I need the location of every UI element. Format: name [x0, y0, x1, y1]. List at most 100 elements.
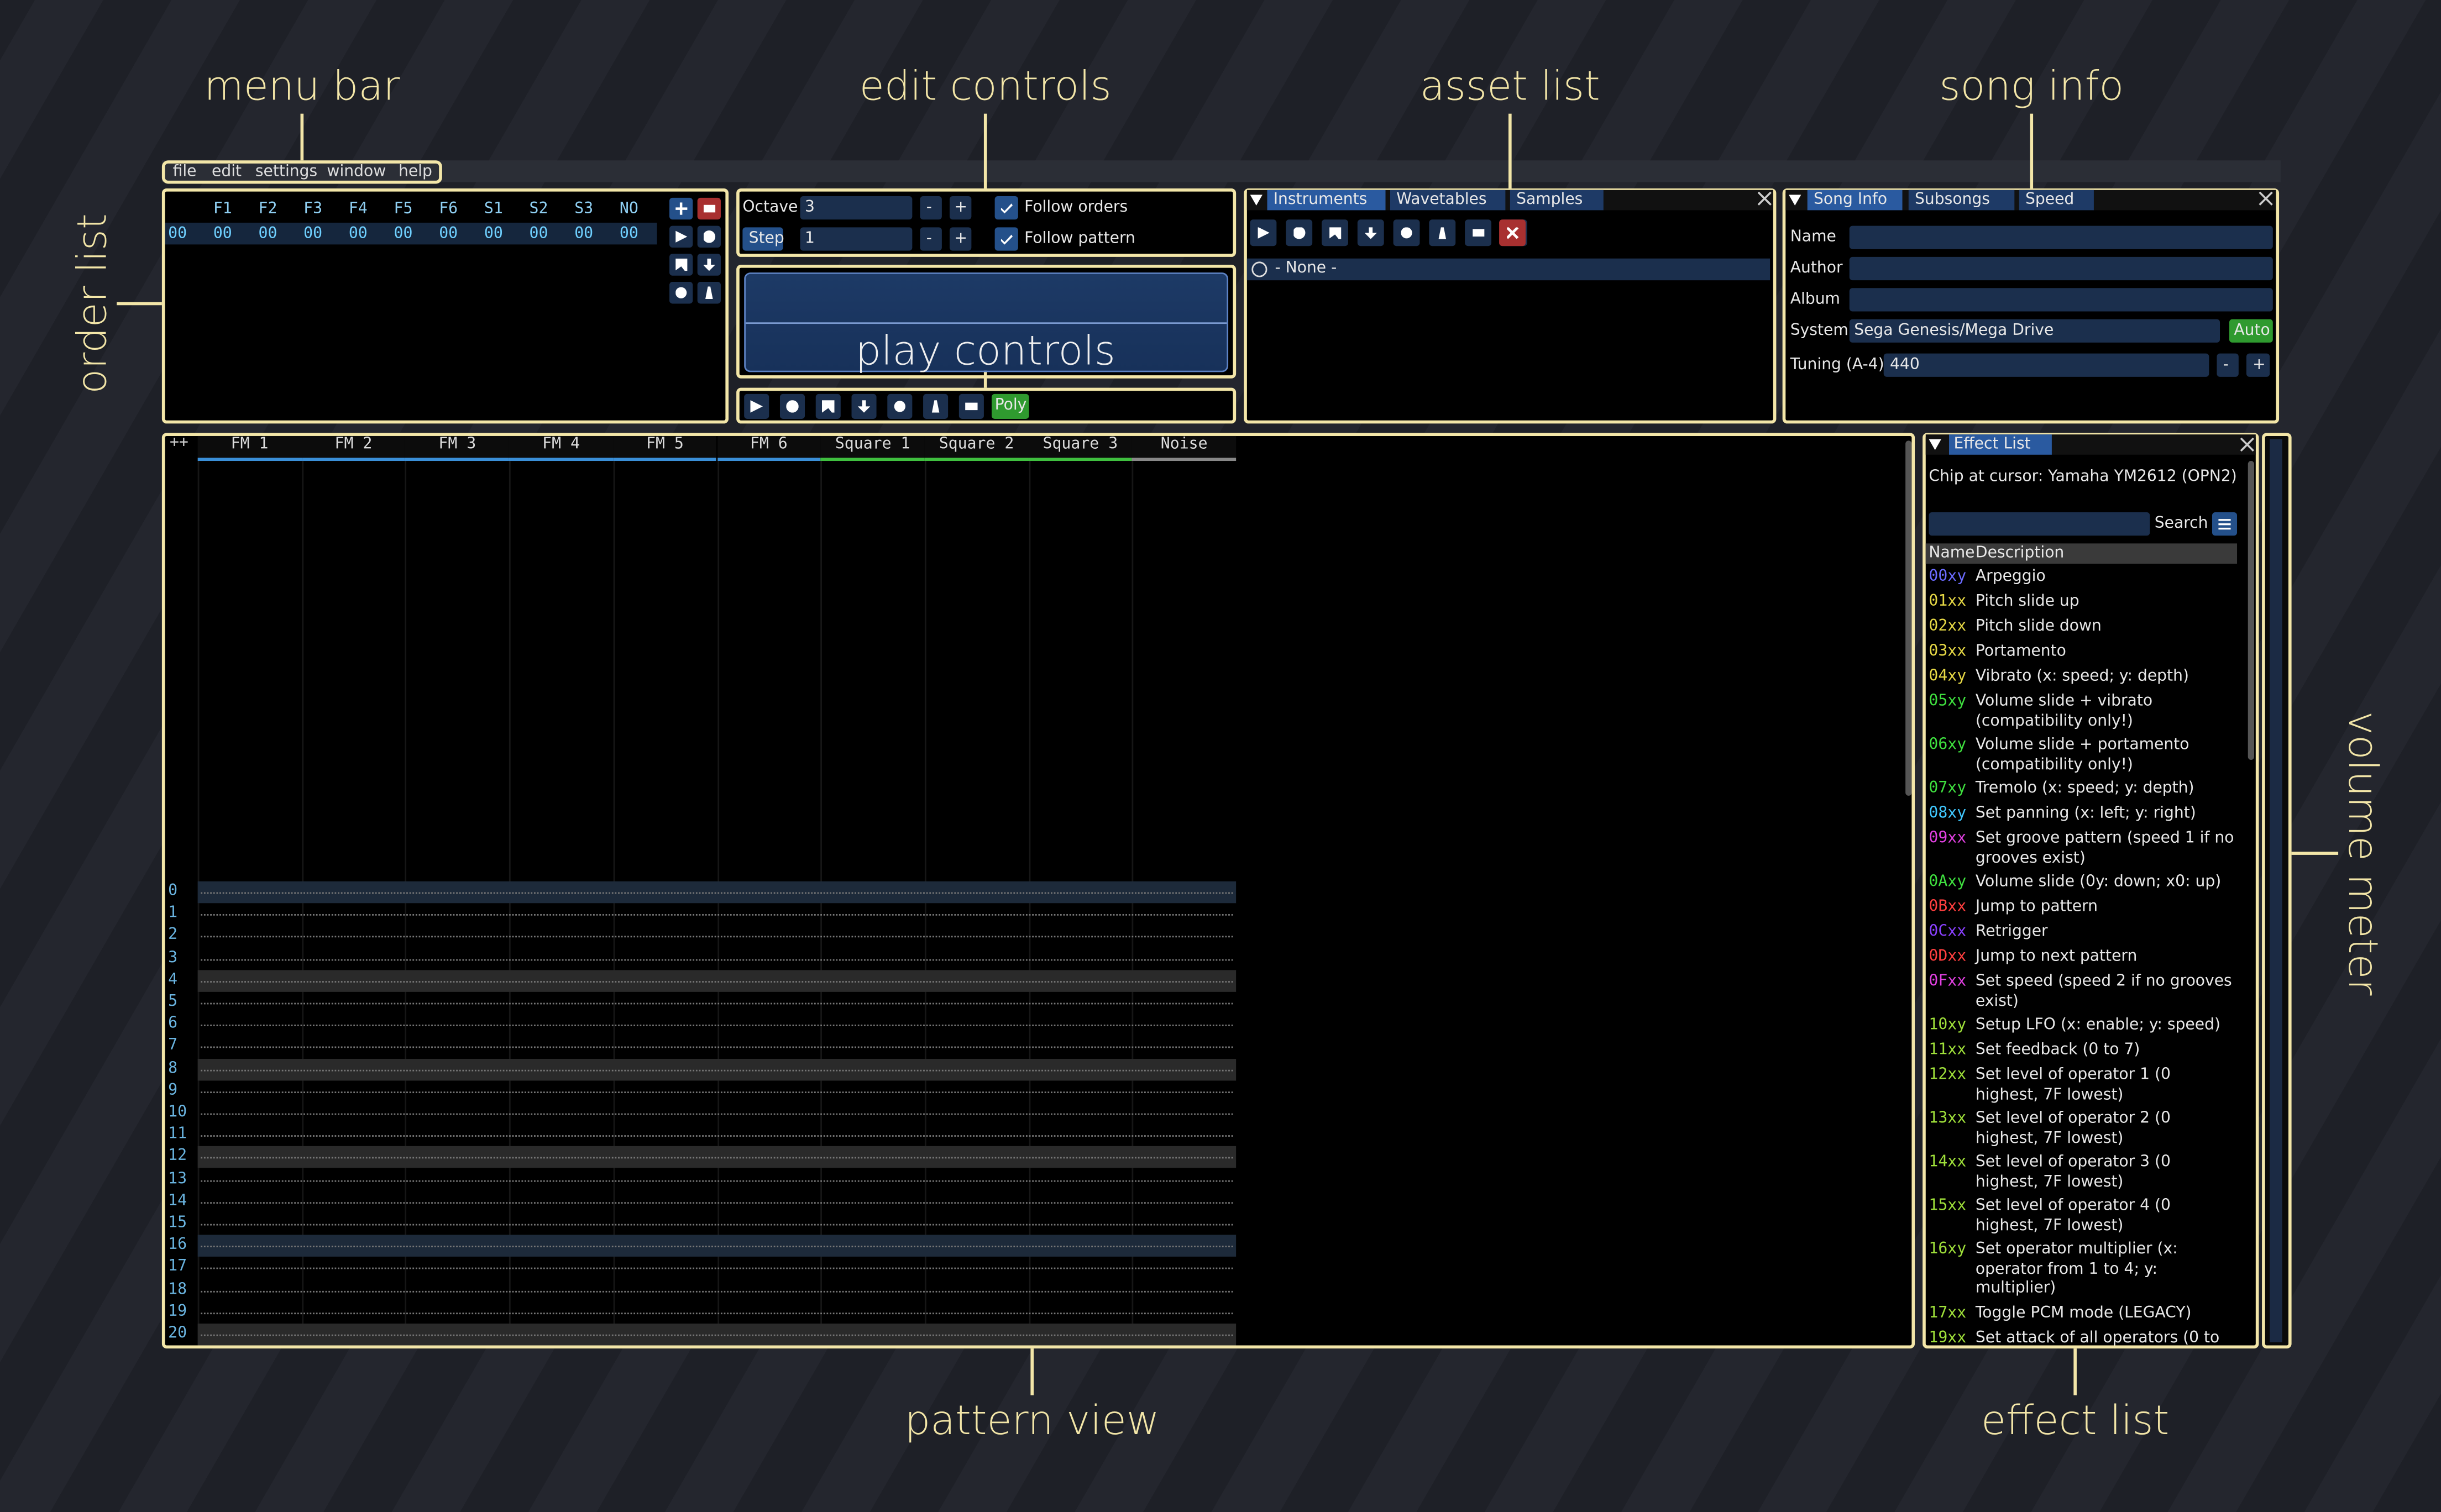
row-number: 0 — [168, 883, 178, 900]
plus-button[interactable] — [949, 196, 972, 220]
channel-header[interactable] — [1132, 435, 1237, 460]
empty-cells — [201, 1135, 1233, 1137]
minus-button[interactable] — [920, 227, 942, 251]
order-value[interactable]: 00 — [394, 225, 413, 243]
effect-row[interactable]: 17xx Toggle PCM mode (LEGACY) — [1929, 1305, 2240, 1324]
menu-item[interactable]: file — [172, 163, 197, 181]
tuning-input[interactable] — [1883, 353, 2209, 377]
order-value[interactable]: 00 — [213, 225, 232, 243]
effect-code: 19xx — [1929, 1330, 1967, 1346]
channel-header[interactable] — [613, 435, 717, 460]
poly-button[interactable] — [991, 393, 1029, 419]
effect-row[interactable]: 0Fxx Set speed (speed 2 if no grooves exi… — [1929, 973, 2240, 1012]
effect-row[interactable]: 0Cxx Retrigger — [1929, 923, 2240, 943]
tab[interactable] — [1908, 190, 2015, 211]
menu-item[interactable]: edit — [212, 163, 242, 181]
effect-row[interactable]: 14xx Set level of operator 3 (0 highest, … — [1929, 1154, 2240, 1193]
row-number: 11 — [168, 1126, 187, 1143]
effect-row[interactable]: 09xx Set groove pattern (speed 1 if no gr… — [1929, 830, 2240, 869]
plus-button[interactable] — [2246, 353, 2270, 377]
asset-row[interactable] — [1246, 258, 1770, 281]
effect-row[interactable]: 16xy Set operator multiplier (x: operator… — [1929, 1241, 2240, 1300]
corner-button[interactable]: ++ — [169, 434, 188, 452]
order-value[interactable]: 00 — [574, 225, 594, 243]
effect-row[interactable]: 0Axy Volume slide (0y: down; x0: up) — [1929, 874, 2240, 893]
order-value[interactable]: 00 — [484, 225, 503, 243]
field-input[interactable] — [1849, 225, 2273, 249]
tab[interactable] — [1390, 190, 1506, 211]
order-value[interactable]: 00 — [303, 225, 323, 243]
effect-row[interactable]: 0Dxx Jump to next pattern — [1929, 948, 2240, 968]
tab-label: Wavetables — [1396, 191, 1487, 209]
effect-row[interactable]: 11xx Set feedback (0 to 7) — [1929, 1042, 2240, 1061]
icon-glyph — [786, 400, 799, 413]
channel-header[interactable] — [924, 435, 1029, 460]
effect-row[interactable]: 01xx Pitch slide up — [1929, 594, 2240, 613]
effect-row[interactable]: 06xy Volume slide + portamento (compatibi… — [1929, 737, 2240, 776]
tab-label: Samples — [1516, 191, 1583, 209]
effect-code: 17xx — [1929, 1305, 1967, 1322]
effect-row[interactable]: 04xy Vibrato (x: speed; y: depth) — [1929, 668, 2240, 687]
empty-cells — [201, 1025, 1233, 1027]
effect-row[interactable]: 19xx Set attack of all operators (0 to 1F… — [1929, 1330, 2240, 1345]
channel-header[interactable] — [301, 435, 406, 460]
effect-row[interactable]: 08xy Set panning (x: left; y: right) — [1929, 805, 2240, 825]
row-number: 20 — [168, 1325, 187, 1342]
order-value[interactable]: 00 — [168, 225, 187, 243]
channel-header[interactable] — [405, 435, 510, 460]
icon-glyph — [674, 258, 688, 271]
minus-button[interactable] — [2217, 353, 2239, 377]
order-value[interactable]: 00 — [619, 225, 638, 243]
effect-row[interactable]: 12xx Set level of operator 1 (0 highest, … — [1929, 1067, 2240, 1106]
minus-button[interactable] — [920, 196, 942, 220]
effect-row[interactable]: 00xy Arpeggio — [1929, 568, 2240, 587]
effect-row[interactable]: 05xy Volume slide + vibrato (compatibilit… — [1929, 693, 2240, 732]
auto-button[interactable] — [2229, 319, 2273, 343]
effect-row[interactable]: 07xy Tremolo (x: speed; y: depth) — [1929, 780, 2240, 800]
field-input[interactable] — [1849, 288, 2273, 312]
menu-item[interactable]: settings — [255, 163, 318, 181]
channel-header[interactable] — [509, 435, 614, 460]
order-channel: S1 — [484, 201, 503, 218]
effect-code: 04xy — [1929, 668, 1967, 685]
tab[interactable] — [2019, 190, 2094, 211]
tab[interactable] — [1807, 190, 1903, 211]
icon-button[interactable] — [994, 196, 1018, 220]
icon-glyph — [703, 204, 716, 213]
order-value[interactable]: 00 — [348, 225, 368, 243]
channel-header[interactable] — [1028, 435, 1133, 460]
step-input[interactable] — [800, 227, 913, 251]
effect-desc: Retrigger — [1975, 923, 2048, 941]
order-value[interactable]: 00 — [529, 225, 548, 243]
empty-cells — [201, 936, 1233, 938]
effect-row[interactable]: 15xx Set level of operator 4 (0 highest, … — [1929, 1198, 2240, 1237]
tab[interactable] — [1949, 434, 2052, 455]
play-buttons-panel — [736, 387, 1237, 424]
menu-item[interactable]: help — [398, 163, 432, 181]
channel-header[interactable] — [820, 435, 925, 460]
channel-underline — [1132, 458, 1237, 461]
header-name: Name — [1929, 545, 1975, 563]
channel-header[interactable] — [197, 435, 302, 460]
step-button[interactable] — [742, 227, 783, 251]
effect-row[interactable]: 0Bxx Jump to pattern — [1929, 899, 2240, 918]
tab[interactable] — [1510, 190, 1604, 211]
channel-header[interactable] — [716, 435, 821, 460]
effect-row[interactable]: 10xy Setup LFO (x: enable; y: speed) — [1929, 1017, 2240, 1036]
effect-row[interactable]: 13xx Set level of operator 2 (0 highest, … — [1929, 1110, 2240, 1149]
order-value[interactable]: 00 — [258, 225, 277, 243]
field-input[interactable] — [1849, 256, 2273, 281]
minus-label: - — [2223, 356, 2229, 374]
effect-code: 0Bxx — [1929, 898, 1967, 916]
effect-row[interactable]: 03xx Portamento — [1929, 643, 2240, 663]
search-input[interactable] — [1929, 512, 2150, 536]
system-input[interactable] — [1849, 319, 2220, 343]
icon-button[interactable] — [994, 227, 1018, 251]
plus-button[interactable] — [949, 227, 972, 251]
channel-underline — [716, 458, 821, 461]
tab[interactable] — [1267, 190, 1386, 211]
octave-input[interactable] — [800, 196, 913, 220]
order-value[interactable]: 00 — [439, 225, 458, 243]
menu-item[interactable]: window — [327, 163, 386, 181]
effect-row[interactable]: 02xx Pitch slide down — [1929, 618, 2240, 638]
